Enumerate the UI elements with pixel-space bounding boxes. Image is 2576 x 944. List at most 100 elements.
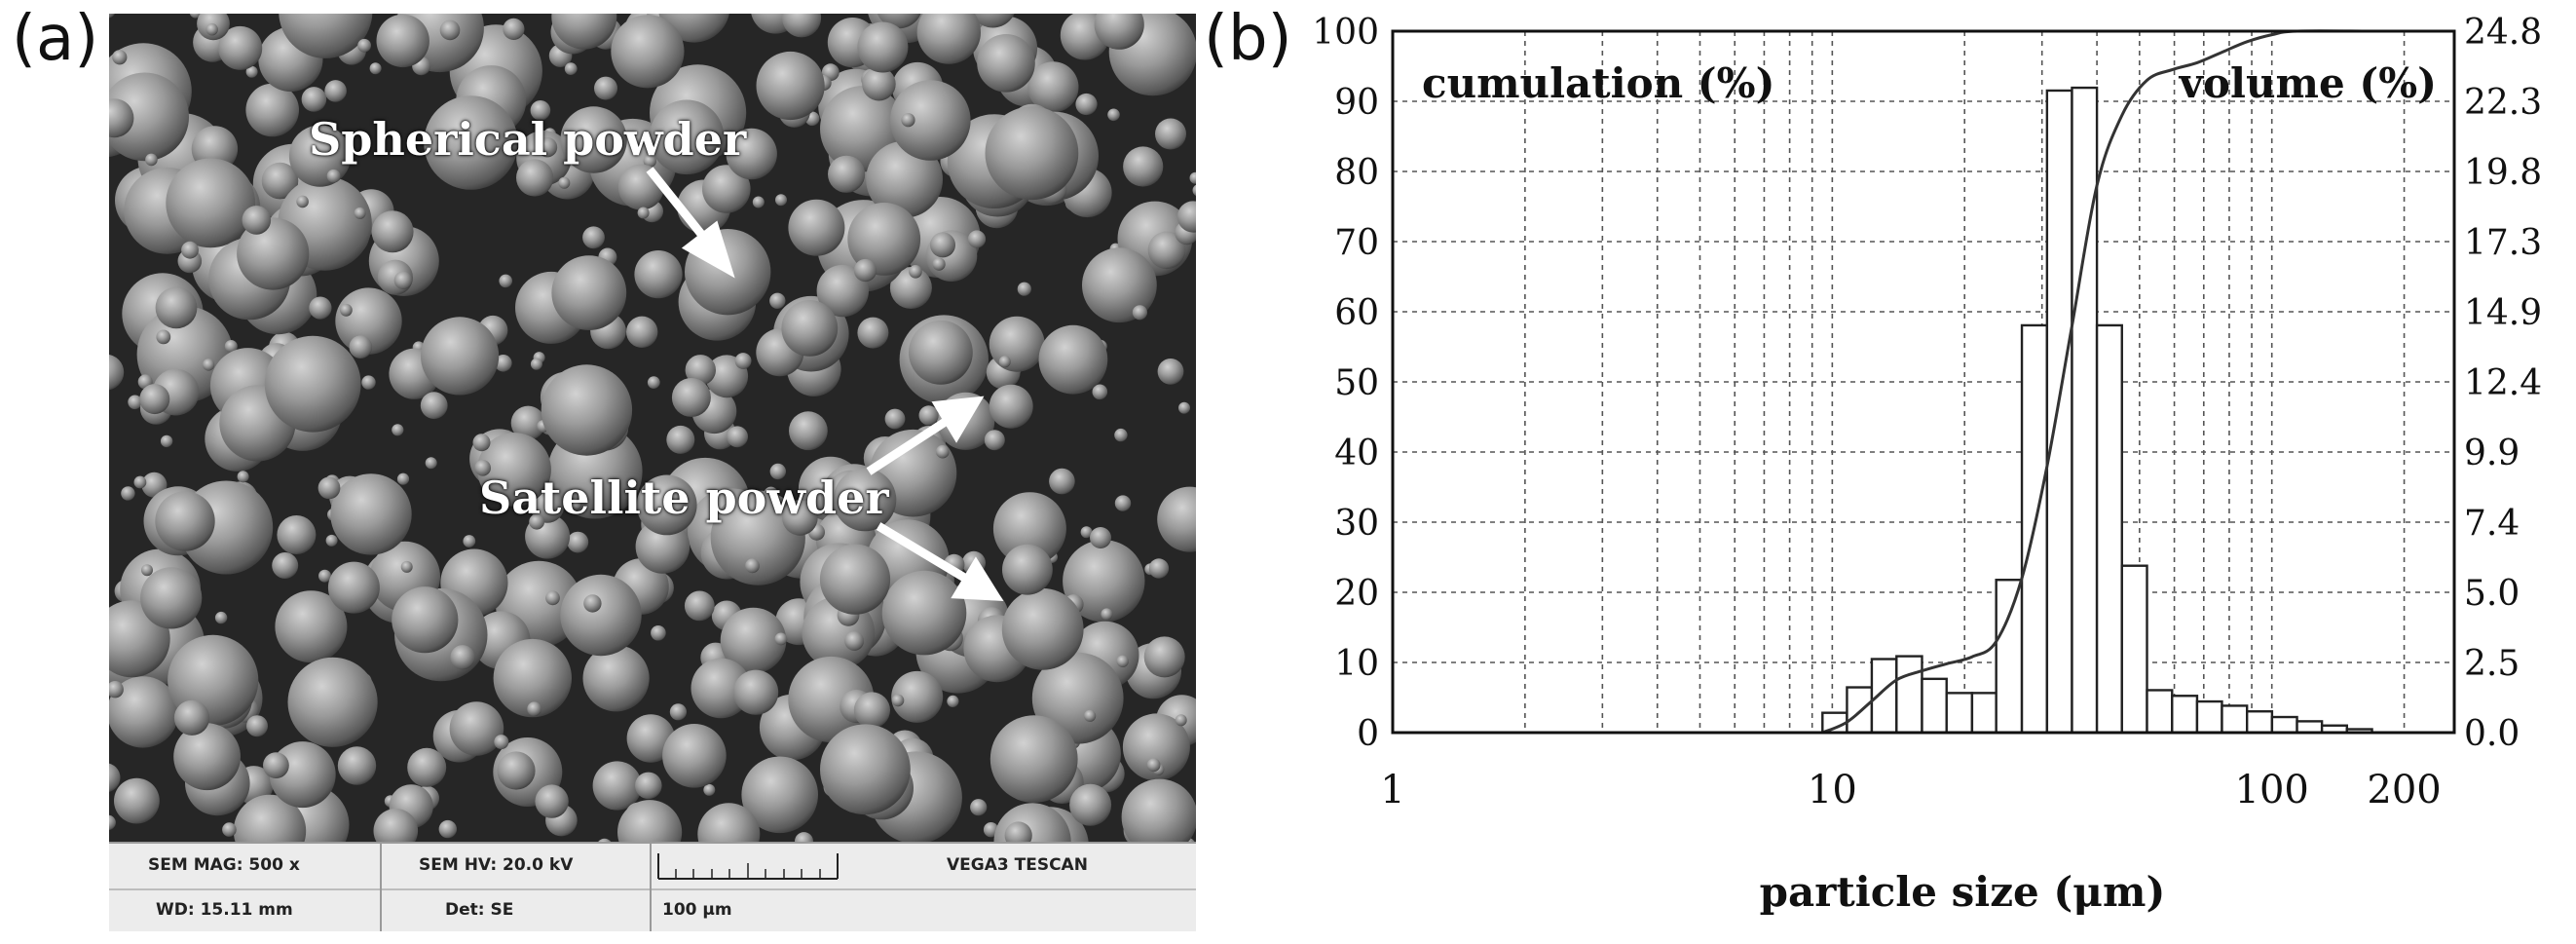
powder-particle: [598, 838, 612, 842]
powder-particle: [361, 375, 376, 390]
powder-particle: [1027, 61, 1079, 113]
powder-particle: [1189, 171, 1196, 184]
right-tick-label: 2.5: [2464, 644, 2520, 684]
left-tick-label: 30: [1334, 504, 1379, 544]
powder-particle: [984, 430, 1005, 451]
powder-particle: [594, 76, 617, 100]
powder-particle: [710, 490, 805, 585]
volume-bar: [2095, 323, 2123, 735]
powder-particle: [109, 676, 179, 748]
left-tick-label: 0: [1357, 714, 1379, 754]
powder-particle: [1004, 821, 1032, 842]
powder-particle: [551, 14, 617, 50]
x-tick-label: 1: [1380, 768, 1404, 812]
x-tick-label: 200: [2367, 768, 2441, 812]
powder-particle: [857, 317, 889, 349]
powder-particle: [1121, 778, 1196, 842]
powder-particle: [884, 408, 906, 430]
left-tick-label: 40: [1334, 434, 1379, 473]
powder-particle: [1157, 486, 1196, 552]
sem-working-distance: WD: 15.11 mm: [156, 900, 293, 920]
x-tick-label: 100: [2235, 768, 2309, 812]
powder-particle: [1132, 305, 1147, 321]
powder-particle: [1069, 783, 1112, 826]
volume-bar: [1895, 655, 1923, 735]
powder-particle: [734, 353, 752, 369]
powder-particle: [275, 590, 348, 663]
powder-particle: [318, 569, 331, 583]
sem-magnification: SEM MAG: 500 x: [148, 855, 300, 875]
powder-particle: [918, 405, 939, 426]
powder-particle: [330, 473, 412, 555]
powder-particle: [166, 158, 256, 248]
left-tick-label: 10: [1334, 644, 1379, 684]
panel-a-label: (a): [12, 3, 99, 75]
volume-bar: [1970, 692, 1997, 735]
powder-particle: [560, 574, 642, 657]
powder-particle: [558, 176, 571, 189]
powder-particle: [237, 471, 249, 483]
powder-particle: [173, 723, 241, 791]
powder-particle: [1107, 108, 1120, 122]
powder-particle: [666, 425, 695, 454]
powder-particle: [1084, 709, 1097, 722]
powder-particle: [301, 87, 327, 112]
right-tick-label: 12.4: [2464, 363, 2542, 403]
powder-particle: [261, 162, 299, 200]
sem-powder-particles: [109, 14, 1196, 842]
volume-bar: [2296, 720, 2324, 735]
powder-particle: [782, 500, 818, 536]
powder-particle: [651, 625, 666, 641]
volume-bar: [1846, 686, 1874, 735]
powder-particle: [527, 701, 541, 716]
powder-particle: [643, 154, 656, 168]
powder-particle: [277, 515, 317, 554]
powder-particle: [684, 590, 715, 622]
powder-particle: [400, 560, 413, 573]
x-axis-label: particle size (μm): [1760, 868, 2166, 916]
powder-particle: [1143, 636, 1185, 678]
left-axis-label: cumulation (%): [1422, 59, 1774, 107]
powder-particle: [745, 558, 760, 574]
powder-particle: [499, 274, 512, 288]
right-axis-ticks: 0.0 2.5 5.0 7.4 9.9 12.4 14.9 17.3 19.8 22.3 24.8: [2464, 13, 2542, 754]
left-axis-ticks: 0 10 20 30 40 50 60 70 80 90 100: [1312, 13, 1379, 754]
powder-particle: [537, 137, 558, 158]
volume-bar: [1945, 692, 1974, 735]
powder-particle: [669, 703, 688, 721]
powder-particle: [246, 715, 268, 737]
powder-particle: [218, 25, 263, 70]
powder-particle: [1178, 401, 1190, 414]
powder-particle: [1094, 14, 1144, 50]
volume-bar: [2270, 715, 2298, 735]
powder-particle: [930, 232, 955, 258]
powder-particle: [1176, 201, 1196, 233]
powder-particle: [1146, 758, 1161, 773]
powder-particle: [474, 460, 492, 476]
powder-particle: [109, 14, 116, 19]
right-tick-label: 24.8: [2464, 13, 2542, 53]
powder-particle: [733, 669, 779, 715]
powder-particle: [1090, 527, 1111, 548]
powder-particle: [617, 800, 683, 842]
powder-particle: [985, 106, 1079, 201]
powder-particle: [439, 19, 461, 41]
powder-particle: [671, 378, 711, 417]
left-tick-label: 70: [1334, 223, 1379, 263]
powder-particle: [582, 645, 650, 712]
powder-particle: [909, 320, 973, 385]
powder-particle: [337, 746, 377, 785]
powder-particle: [407, 747, 447, 787]
powder-particle: [989, 384, 1033, 429]
powder-particle: [1002, 544, 1053, 595]
powder-particle: [160, 434, 173, 448]
powder-particle: [1116, 655, 1129, 667]
powder-particle: [726, 128, 777, 180]
powder-particle: [1192, 184, 1196, 196]
powder-particle: [634, 250, 683, 299]
cumulation-line: [1821, 29, 2454, 735]
powder-particle: [214, 611, 228, 624]
right-tick-label: 17.3: [2464, 223, 2542, 263]
powder-particle: [438, 819, 457, 839]
powder-particle: [173, 699, 210, 736]
